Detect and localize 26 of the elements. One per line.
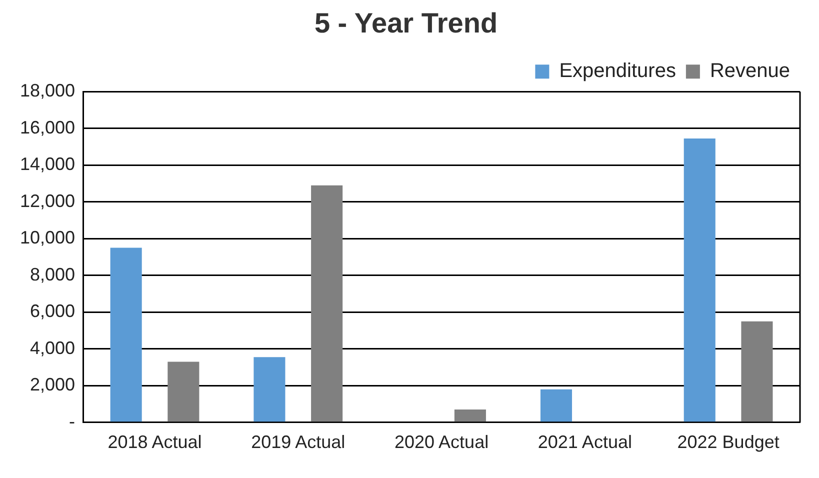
y-tick-label: - bbox=[69, 411, 76, 432]
x-tick-label: 2021 Actual bbox=[538, 432, 632, 452]
bar bbox=[311, 185, 343, 422]
y-tick-label: 14,000 bbox=[20, 154, 76, 174]
x-tick-label: 2022 Budget bbox=[677, 432, 780, 452]
y-tick-label: 12,000 bbox=[20, 190, 76, 211]
legend-label: Revenue bbox=[710, 60, 790, 82]
bar bbox=[168, 362, 200, 422]
y-tick-label: 2,000 bbox=[30, 374, 76, 395]
y-tick-label: 16,000 bbox=[20, 117, 76, 138]
x-tick-label: 2020 Actual bbox=[394, 432, 489, 452]
y-tick-label: 4,000 bbox=[30, 338, 76, 358]
bar bbox=[684, 138, 716, 422]
x-tick-label: 2019 Actual bbox=[251, 432, 346, 452]
y-tick-label: 18,000 bbox=[20, 80, 76, 101]
legend-label: Expenditures bbox=[559, 60, 676, 82]
bar bbox=[741, 321, 773, 422]
bar bbox=[254, 357, 286, 422]
bar bbox=[540, 389, 572, 422]
y-tick-label: 6,000 bbox=[30, 301, 76, 322]
y-tick-label: 8,000 bbox=[30, 264, 76, 284]
chart-title: 5 - Year Trend bbox=[314, 8, 498, 39]
y-tick-label: 10,000 bbox=[20, 228, 76, 248]
bar bbox=[110, 248, 142, 422]
x-tick-label: 2018 Actual bbox=[108, 432, 202, 452]
bar bbox=[454, 410, 486, 422]
